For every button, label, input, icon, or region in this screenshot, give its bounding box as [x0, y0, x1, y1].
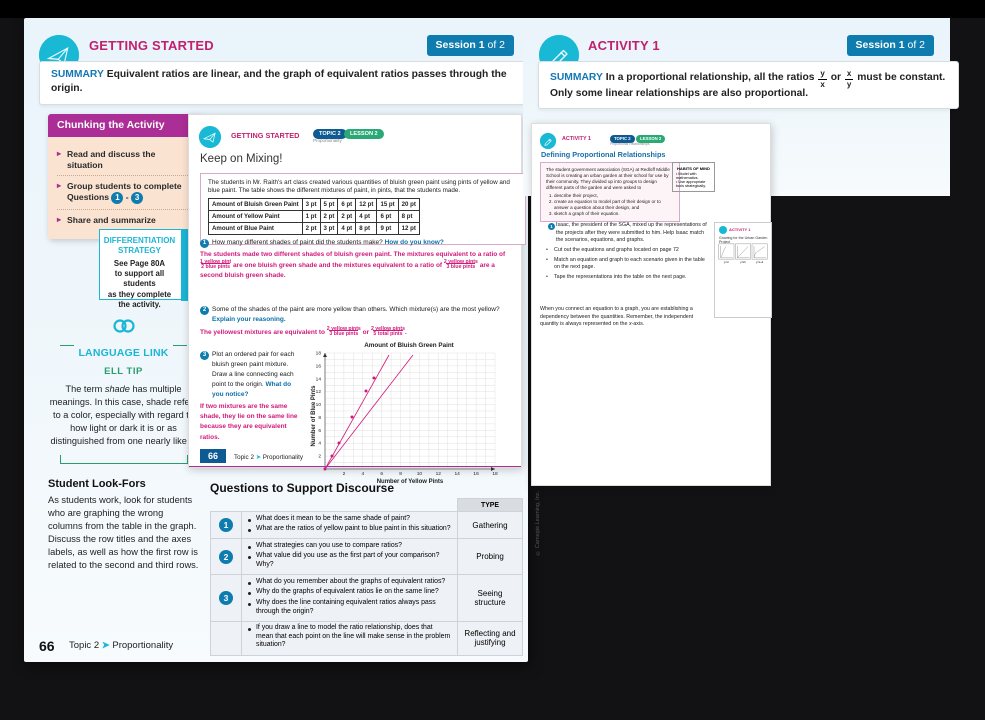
- svg-text:16: 16: [316, 363, 322, 369]
- svg-text:2: 2: [343, 471, 346, 477]
- svg-text:10: 10: [417, 471, 423, 477]
- svg-text:6: 6: [380, 471, 383, 477]
- svg-text:4: 4: [361, 471, 364, 477]
- svg-text:16: 16: [473, 471, 479, 477]
- svg-text:14: 14: [316, 376, 322, 382]
- svg-text:y=2x: y=2x: [740, 260, 746, 264]
- svg-text:18: 18: [316, 351, 322, 357]
- svg-text:12: 12: [436, 471, 442, 477]
- svg-text:4: 4: [318, 441, 321, 447]
- svg-text:6: 6: [318, 428, 321, 434]
- svg-text:18: 18: [492, 471, 498, 477]
- svg-text:8: 8: [399, 471, 402, 477]
- svg-text:y=x+4: y=x+4: [756, 260, 764, 264]
- svg-text:2: 2: [318, 454, 321, 460]
- svg-text:8: 8: [318, 415, 321, 421]
- svg-text:y=x²: y=x²: [724, 261, 729, 264]
- svg-text:Number of Blue Pints: Number of Blue Pints: [311, 385, 317, 447]
- svg-text:14: 14: [455, 471, 461, 477]
